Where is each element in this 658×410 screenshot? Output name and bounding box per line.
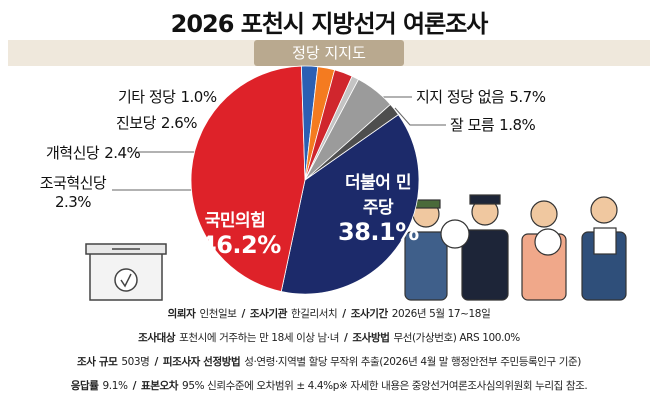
pie <box>190 65 420 295</box>
info-label: 조사기간 <box>350 308 388 320</box>
slice-label: 기타 정당 1.0% <box>118 86 217 107</box>
slice-value: 2.4% <box>104 144 141 162</box>
info-text: 503명 <box>121 356 150 368</box>
slice-value: 2.3% <box>54 193 92 211</box>
info-text: 한길리서치 <box>290 308 338 320</box>
survey-info: 의뢰자인천일보조사기관한길리서치조사기간2026년 5월 17~18일조사대상포… <box>0 302 658 398</box>
slice-name: 진보당 <box>116 114 156 132</box>
info-item: 조사대상 포천시에 거주하는 만 18세 이상 남·녀 <box>138 332 339 344</box>
info-text: 9.1% <box>102 380 128 392</box>
info-row: 의뢰자인천일보조사기관한길리서치조사기간2026년 5월 17~18일 <box>0 302 658 326</box>
slice-label: 개혁신당 2.4% <box>46 142 141 163</box>
slice-value: 1.0% <box>180 88 217 106</box>
info-label: 조사대상 <box>138 332 176 344</box>
slice-label: 지지 정당 없음 5.7% <box>416 86 546 107</box>
pie-slice <box>190 65 306 292</box>
chart-subtitle: 정당 지지도 <box>254 40 404 66</box>
info-label: 조사기관 <box>249 308 287 320</box>
slice-name: 잘 모름 <box>450 116 495 134</box>
info-label: 피조사자 선정방법 <box>162 356 241 368</box>
info-label: 조사방법 <box>352 332 390 344</box>
slice-name: 조국혁신당 <box>39 174 107 192</box>
info-text: 포천시에 거주하는 만 18세 이상 남·녀 <box>179 332 339 344</box>
info-text: 인천일보 <box>199 308 237 320</box>
info-label: 조사 규모 <box>77 356 118 368</box>
slice-name: 국민의힘 <box>204 211 266 231</box>
info-label: 의뢰자 <box>167 308 196 320</box>
slice-name: 지지 정당 없음 <box>416 88 505 106</box>
slice-name: 더불어 민주당 <box>345 173 411 218</box>
slice-value: 46.2% <box>200 231 281 259</box>
slice-value: 1.8% <box>499 116 536 134</box>
slice-value: 5.7% <box>509 88 546 106</box>
info-item: 조사 규모 503명 <box>77 356 150 368</box>
info-text: 무선(가상번호) ARS 100.0% <box>393 332 520 344</box>
info-text: 성·연령·지역별 할당 무작위 추출(2026년 4월 말 행정안전부 주민등록… <box>244 356 581 368</box>
info-text: 2026년 5월 17~18일 <box>391 308 491 320</box>
slice-name: 개혁신당 <box>46 144 100 162</box>
slice-label: 더불어 민주당 38.1% <box>338 168 419 246</box>
slice-name: 기타 정당 <box>118 88 176 106</box>
pie-slice <box>304 103 399 181</box>
chart-title: 2026 포천시 지방선거 여론조사 <box>170 10 489 38</box>
info-item: 의뢰자 인천일보 <box>168 308 237 320</box>
ballot-box <box>85 243 167 301</box>
info-text: 95% 신뢰수준에 오차범위 ± 4.4%p※ 자세한 내용은 중앙선거여론조사… <box>182 380 588 392</box>
slice-label: 조국혁신당 2.3% <box>28 172 118 211</box>
people-illustration <box>404 194 627 301</box>
info-label: 표본오차 <box>141 380 179 392</box>
slice-value: 2.6% <box>160 114 198 132</box>
info-label: 응답률 <box>70 380 99 392</box>
slice-label: 잘 모름 1.8% <box>450 114 536 135</box>
slice-label: 국민의힘 46.2% <box>200 206 281 259</box>
slice-value: 38.1% <box>338 218 419 246</box>
slice-label: 진보당 2.6% <box>116 112 198 133</box>
pie-slice <box>280 114 420 295</box>
info-item: 응답률 9.1% <box>71 380 128 392</box>
